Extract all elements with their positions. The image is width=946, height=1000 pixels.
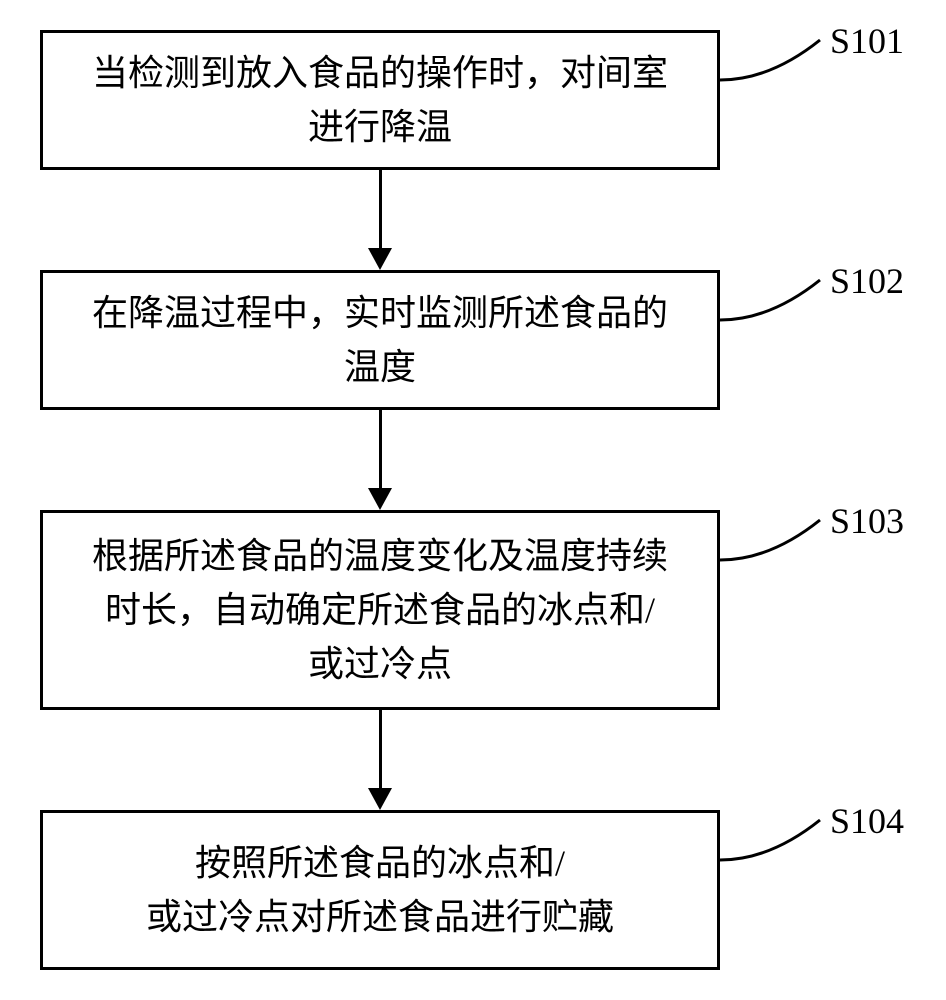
step-label-s102: S102	[830, 260, 904, 302]
node-text-line1: 当检测到放入食品的操作时，对间室	[92, 53, 668, 93]
label-connector-s104	[720, 810, 830, 870]
arrow-head-3	[368, 788, 392, 810]
node-text-line2: 时长，自动确定所述食品的冰点和/	[105, 590, 655, 630]
flowchart-node-s104: 按照所述食品的冰点和/ 或过冷点对所述食品进行贮藏	[40, 810, 720, 970]
arrow-line-3	[379, 710, 382, 788]
node-text: 当检测到放入食品的操作时，对间室 进行降温	[92, 46, 668, 154]
arrow-head-2	[368, 488, 392, 510]
arrow-line-2	[379, 410, 382, 488]
node-text-line2: 或过冷点对所述食品进行贮藏	[146, 897, 614, 937]
node-text-line1: 根据所述食品的温度变化及温度持续	[92, 536, 668, 576]
node-text-line1: 在降温过程中，实时监测所述食品的	[92, 293, 668, 333]
label-connector-s101	[720, 30, 830, 90]
arrow-head-1	[368, 248, 392, 270]
node-text: 按照所述食品的冰点和/ 或过冷点对所述食品进行贮藏	[146, 836, 614, 944]
node-text-line2: 进行降温	[308, 107, 452, 147]
node-text: 在降温过程中，实时监测所述食品的 温度	[92, 286, 668, 394]
node-text-line3: 或过冷点	[308, 644, 452, 684]
flowchart-container: 当检测到放入食品的操作时，对间室 进行降温 S101 在降温过程中，实时监测所述…	[0, 0, 946, 1000]
step-label-s104: S104	[830, 800, 904, 842]
label-connector-s103	[720, 510, 830, 570]
node-text-line2: 温度	[344, 347, 416, 387]
flowchart-node-s103: 根据所述食品的温度变化及温度持续 时长，自动确定所述食品的冰点和/ 或过冷点	[40, 510, 720, 710]
node-text: 根据所述食品的温度变化及温度持续 时长，自动确定所述食品的冰点和/ 或过冷点	[92, 529, 668, 691]
flowchart-node-s101: 当检测到放入食品的操作时，对间室 进行降温	[40, 30, 720, 170]
step-label-s103: S103	[830, 500, 904, 542]
arrow-line-1	[379, 170, 382, 248]
flowchart-node-s102: 在降温过程中，实时监测所述食品的 温度	[40, 270, 720, 410]
node-text-line1: 按照所述食品的冰点和/	[195, 843, 565, 883]
label-connector-s102	[720, 270, 830, 330]
step-label-s101: S101	[830, 20, 904, 62]
